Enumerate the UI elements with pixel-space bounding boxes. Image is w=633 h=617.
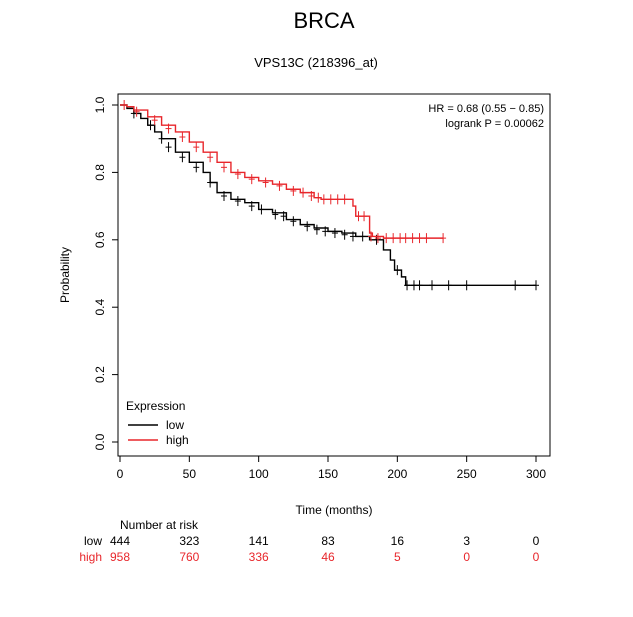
risk-table-header: Number at risk (120, 518, 199, 532)
risk-value-high: 0 (463, 550, 470, 564)
logrank-annotation: logrank P = 0.00062 (445, 118, 544, 130)
risk-value-low: 16 (391, 534, 405, 548)
risk-value-high: 0 (533, 550, 540, 564)
y-tick-label: 0.8 (93, 164, 107, 181)
chart-title: BRCA (293, 8, 354, 33)
risk-table: Number at risk low high 444 323 141 83 16 3 0 9… (79, 518, 539, 564)
risk-value-high: 46 (321, 550, 335, 564)
y-tick-label: 1.0 (93, 96, 107, 113)
legend: Expression low high (126, 399, 189, 447)
risk-value-high: 336 (249, 550, 269, 564)
risk-value-high: 958 (110, 550, 130, 564)
x-tick-label: 300 (526, 467, 546, 481)
y-tick-label: 0.4 (93, 299, 107, 316)
km-curve-low (120, 104, 536, 286)
risk-value-low: 3 (463, 534, 470, 548)
y-tick-label: 0.0 (93, 433, 107, 450)
risk-value-high: 760 (179, 550, 199, 564)
legend-label-low: low (166, 418, 184, 432)
x-tick-label: 100 (249, 467, 269, 481)
x-tick-label: 150 (318, 467, 338, 481)
risk-row-label-low: low (84, 534, 102, 548)
risk-row-label-high: high (79, 550, 102, 564)
x-tick-label: 250 (457, 467, 477, 481)
risk-value-low: 323 (179, 534, 199, 548)
x-tick-label: 200 (387, 467, 407, 481)
risk-value-low: 444 (110, 534, 130, 548)
risk-value-low: 141 (249, 534, 269, 548)
risk-value-high: 5 (394, 550, 401, 564)
series-layer (120, 100, 539, 291)
y-tick-label: 0.2 (93, 366, 107, 383)
chart-subtitle: VPS13C (218396_at) (254, 55, 378, 70)
legend-label-high: high (166, 433, 189, 447)
y-tick-label: 0.6 (93, 231, 107, 248)
legend-title: Expression (126, 399, 185, 413)
x-axis: 0 50 100 150 200 250 300 (117, 456, 546, 481)
y-axis-label: Probability (58, 247, 72, 303)
risk-value-low: 83 (321, 534, 335, 548)
x-axis-label: Time (months) (296, 503, 373, 517)
y-axis: 0.0 0.2 0.4 0.6 0.8 1.0 (93, 96, 118, 450)
x-tick-label: 50 (183, 467, 197, 481)
hr-annotation: HR = 0.68 (0.55 − 0.85) (428, 103, 544, 115)
risk-value-low: 0 (533, 534, 540, 548)
x-tick-label: 0 (117, 467, 124, 481)
plot-frame (117, 93, 551, 457)
